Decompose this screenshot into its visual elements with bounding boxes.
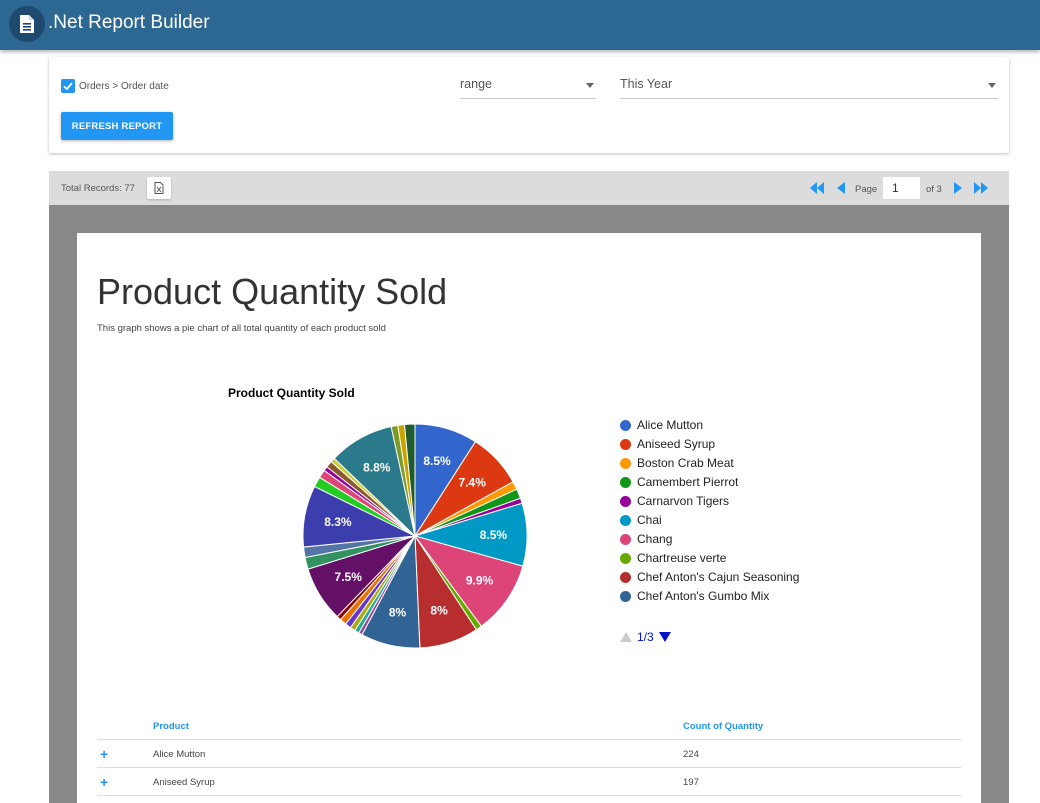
- legend-label: Chang: [637, 532, 673, 546]
- page-label: Page: [855, 184, 878, 195]
- app-title: .Net Report Builder: [48, 12, 210, 33]
- legend-marker: [620, 515, 631, 526]
- pie-slice[interactable]: [413, 535, 524, 627]
- legend-label: Alice Mutton: [637, 418, 704, 432]
- pie-chart: Product Quantity Sold 8.5% 7.4% 8.5% 9.9% 8%…: [228, 386, 528, 649]
- pie-slice-label: 9.9%: [466, 574, 494, 588]
- legend-label: Chef Anton's Cajun Seasoning: [637, 570, 800, 584]
- legend-label: Camembert Pierrot: [637, 475, 739, 489]
- document-icon[interactable]: [9, 6, 45, 42]
- report-page: Product Quantity Sold This graph shows a…: [77, 233, 981, 803]
- pie-slice-label: 8.8%: [363, 461, 391, 475]
- legend-prev-icon[interactable]: [620, 632, 632, 642]
- pie-slice-label: 8%: [430, 604, 448, 618]
- next-page-icon[interactable]: [954, 182, 962, 194]
- cell-count: 197: [683, 777, 699, 788]
- period-select[interactable]: This Year: [620, 73, 998, 99]
- report-toolbar: Total Records: 77 Page of 3: [49, 171, 1009, 205]
- cell-product: Alice Mutton: [153, 749, 206, 760]
- app-bar: .Net Report Builder: [0, 0, 1040, 50]
- table-row: + Alice Mutton 224: [97, 740, 961, 768]
- pie-slice-label: 7.4%: [459, 475, 487, 489]
- cell-count: 224: [683, 749, 699, 760]
- pie-slice-label: 8.3%: [324, 515, 352, 529]
- operator-select[interactable]: range: [460, 73, 596, 99]
- filter-field-label: Orders > Order date: [79, 81, 169, 92]
- legend-marker: [620, 477, 631, 488]
- legend-label: Boston Crab Meat: [637, 456, 734, 470]
- operator-value: range: [460, 77, 492, 91]
- filter-checkbox[interactable]: [61, 79, 75, 93]
- legend-page: 1/3: [637, 630, 654, 644]
- total-records: Total Records: 77: [61, 183, 135, 194]
- filter-panel: Orders > Order date range This Year REFR…: [49, 57, 1009, 153]
- period-value: This Year: [620, 77, 673, 91]
- check-icon: [63, 82, 73, 91]
- expand-row-icon[interactable]: +: [100, 774, 109, 790]
- legend-label: Aniseed Syrup: [637, 437, 716, 451]
- last-page-icon[interactable]: [974, 182, 988, 194]
- legend-label: Carnarvon Tigers: [637, 494, 730, 508]
- expand-row-icon[interactable]: +: [100, 746, 109, 762]
- legend-label: Chartreuse verte: [637, 551, 727, 565]
- pie-slice-label: 8.5%: [423, 454, 451, 468]
- chevron-down-icon: [988, 83, 996, 88]
- legend-marker: [620, 439, 631, 450]
- legend-marker: [620, 458, 631, 469]
- chart-title: Product Quantity Sold: [228, 386, 355, 400]
- legend-next-icon[interactable]: [659, 632, 671, 642]
- legend-marker: [620, 591, 631, 602]
- refresh-report-button[interactable]: REFRESH REPORT: [61, 112, 173, 140]
- page-count: of 3: [926, 184, 942, 195]
- legend-marker: [620, 553, 631, 564]
- pie-slice-label: 8%: [389, 605, 407, 619]
- pie-slice-label: 7.5%: [335, 570, 363, 584]
- legend-label: Chef Anton's Gumbo Mix: [637, 589, 770, 603]
- legend-marker: [620, 572, 631, 583]
- column-header-product[interactable]: Product: [153, 721, 189, 732]
- table-row: + Aniseed Syrup 197: [97, 768, 961, 796]
- pie-slice[interactable]: [403, 423, 416, 537]
- report-viewer: Product Quantity Sold This graph shows a…: [49, 205, 1009, 803]
- chevron-down-icon: [586, 83, 594, 88]
- legend-marker: [620, 420, 631, 431]
- cell-product: Aniseed Syrup: [153, 777, 215, 788]
- legend-label: Chai: [637, 513, 662, 527]
- table-header: Product Count of Quantity: [97, 713, 961, 740]
- page-number-input[interactable]: [883, 177, 920, 199]
- export-excel-button[interactable]: [147, 177, 171, 199]
- first-page-icon[interactable]: [810, 182, 824, 194]
- pie-slice-label: 8.5%: [480, 528, 508, 542]
- report-description: This graph shows a pie chart of all tota…: [97, 323, 386, 334]
- previous-page-icon[interactable]: [837, 182, 845, 194]
- legend-marker: [620, 496, 631, 507]
- excel-icon: [154, 182, 164, 194]
- legend-marker: [620, 534, 631, 545]
- column-header-count[interactable]: Count of Quantity: [683, 721, 764, 732]
- report-title: Product Quantity Sold: [97, 271, 448, 312]
